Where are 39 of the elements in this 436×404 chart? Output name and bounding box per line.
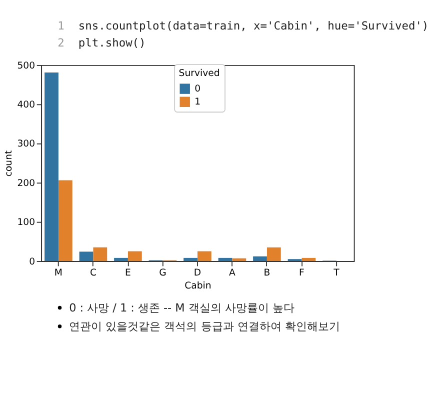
bar xyxy=(197,251,212,262)
y-tick-label: 200 xyxy=(17,178,36,189)
bar xyxy=(232,258,246,262)
text: sns.countplot(data=train, x='Cabin', hue='Survived') xyxy=(78,20,429,33)
text: plt.show() xyxy=(78,36,146,50)
bar xyxy=(266,247,281,262)
y-tick-label: 400 xyxy=(17,99,36,110)
x-tick-label: C xyxy=(90,268,96,279)
bar xyxy=(58,180,72,262)
bar xyxy=(79,252,94,262)
text: 2 xyxy=(58,36,64,50)
x-axis-title: Cabin xyxy=(184,280,212,292)
bar xyxy=(114,258,128,262)
legend-label: 0 xyxy=(194,84,201,95)
bar xyxy=(218,258,232,262)
bar xyxy=(128,251,142,262)
legend-title: Survived xyxy=(178,68,220,80)
text: 1 xyxy=(58,20,64,33)
bar xyxy=(93,247,108,262)
x-tick-label: F xyxy=(299,268,304,279)
y-tick-label: 100 xyxy=(17,217,36,228)
bar xyxy=(253,256,267,262)
x-tick-label: M xyxy=(54,268,62,279)
legend-label: 1 xyxy=(194,96,201,108)
text: 0 : 사망 / 1 : 생존 -- M 객실의 사망률이 높다 xyxy=(69,301,294,314)
bar xyxy=(302,258,316,262)
x-tick-label: B xyxy=(264,268,270,279)
bar xyxy=(44,72,58,262)
text: 연관이 있을것같은 객석의 등급과 연결하여 확인해보기 xyxy=(69,320,340,334)
y-tick-label: 0 xyxy=(29,256,36,268)
y-tick-label: 500 xyxy=(17,60,36,72)
x-tick-label: G xyxy=(159,268,166,279)
x-tick-label: A xyxy=(229,268,236,279)
x-tick-label: T xyxy=(332,268,340,279)
bar xyxy=(184,258,198,262)
x-tick-label: E xyxy=(125,268,132,279)
y-axis-title: count xyxy=(4,150,15,177)
y-tick-label: 300 xyxy=(17,138,36,150)
x-tick-label: D xyxy=(194,268,202,279)
